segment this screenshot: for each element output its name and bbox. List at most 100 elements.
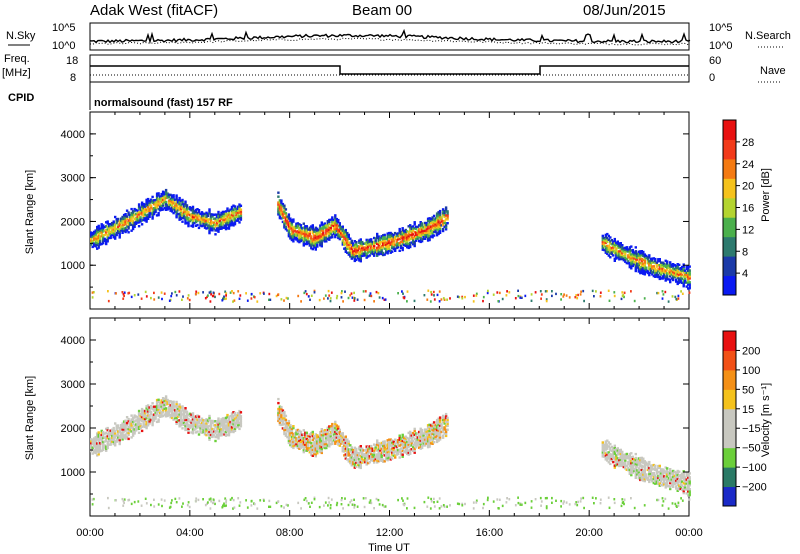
echo-cell	[431, 430, 434, 434]
echo-cell	[604, 454, 607, 457]
echo-cell	[155, 198, 159, 201]
echo-cell	[389, 249, 392, 252]
echo-cell	[124, 217, 127, 220]
echo-cell	[343, 233, 346, 237]
echo-cell	[90, 449, 93, 453]
echo-cell	[200, 427, 204, 430]
echo-cell	[355, 246, 358, 250]
echo-cell	[609, 242, 612, 245]
echo-cell	[164, 395, 168, 398]
echo-cell	[160, 413, 163, 416]
echo-cell	[368, 445, 371, 448]
echo-cell	[373, 248, 376, 251]
echo-cell	[109, 431, 112, 434]
echo-cell	[687, 265, 690, 268]
echo-cell	[418, 239, 421, 243]
echo-cell	[349, 460, 352, 463]
echo-cell	[96, 225, 99, 229]
echo-cell	[205, 422, 208, 425]
echo-cell	[601, 453, 604, 456]
echo-cell	[230, 416, 234, 419]
echo-cell	[425, 434, 428, 437]
echo-cell	[182, 423, 186, 426]
echo-cell	[226, 221, 229, 224]
echo-cell	[317, 229, 320, 232]
echo-cell	[148, 418, 151, 421]
echo-cell	[134, 208, 138, 212]
echo-cell	[221, 433, 225, 436]
echo-cell	[431, 440, 434, 444]
echo-cell	[676, 268, 679, 272]
echo-cell	[406, 290, 409, 293]
echo-cell	[475, 501, 478, 504]
echo-cell	[173, 417, 177, 420]
echo-cell	[359, 242, 362, 245]
echo-cell	[676, 265, 679, 268]
echo-cell	[118, 232, 121, 235]
echo-cell	[368, 254, 371, 257]
echo-cell	[155, 400, 159, 404]
echo-cell	[637, 469, 640, 472]
echo-cell	[433, 501, 435, 504]
echo-cell	[377, 446, 380, 449]
echo-cell	[102, 240, 105, 243]
echo-cell	[404, 439, 407, 442]
echo-cell	[358, 466, 361, 469]
echo-cell	[412, 237, 415, 240]
echo-cell	[435, 420, 439, 424]
echo-cell	[212, 434, 216, 437]
echo-cell	[149, 200, 153, 203]
echo-cell	[148, 203, 151, 207]
echo-cell	[681, 474, 684, 477]
echo-cell	[184, 200, 187, 203]
echo-cell	[639, 468, 642, 472]
echo-cell	[675, 266, 678, 269]
echo-cell	[475, 292, 478, 295]
echo-cell	[407, 431, 410, 435]
echo-cell	[227, 434, 231, 437]
echo-cell	[308, 435, 311, 438]
echo-cell	[161, 202, 165, 205]
echo-cell	[359, 446, 362, 450]
echo-cell	[283, 222, 286, 225]
echo-cell	[139, 418, 142, 422]
echo-cell	[601, 244, 604, 247]
echo-cell	[99, 438, 102, 441]
echo-cell	[128, 217, 132, 221]
echo-cell	[386, 238, 389, 241]
echo-cell	[170, 194, 174, 197]
echo-cell	[660, 470, 663, 473]
echo-cell	[320, 451, 323, 455]
echo-cell	[209, 213, 213, 216]
echo-cell	[551, 290, 553, 293]
echo-cell	[106, 442, 109, 446]
echo-cell	[155, 196, 159, 199]
echo-cell	[416, 432, 419, 435]
echo-cell	[432, 290, 435, 294]
echo-cell	[684, 482, 687, 485]
echo-cell	[643, 273, 646, 276]
echo-cell	[377, 291, 380, 295]
echo-cell	[221, 419, 225, 422]
echo-cell	[428, 445, 431, 448]
echo-cell	[112, 228, 115, 231]
echo-cell	[406, 442, 409, 446]
echo-cell	[380, 235, 383, 238]
echo-cell	[419, 228, 422, 232]
echo-cell	[220, 213, 223, 217]
echo-cell	[311, 242, 314, 245]
echo-cell	[658, 263, 661, 267]
echo-cell	[352, 458, 355, 462]
echo-cell	[373, 443, 376, 446]
echo-cell	[544, 497, 547, 500]
echo-cell	[353, 247, 356, 251]
echo-cell	[673, 267, 676, 271]
echo-cell	[639, 472, 642, 476]
echo-cell	[425, 229, 428, 233]
echo-cell	[440, 430, 443, 434]
echo-cell	[406, 446, 409, 450]
echo-cell	[114, 215, 117, 219]
echo-cell	[232, 218, 235, 221]
echo-cell	[217, 431, 220, 434]
echo-cell	[606, 232, 609, 236]
